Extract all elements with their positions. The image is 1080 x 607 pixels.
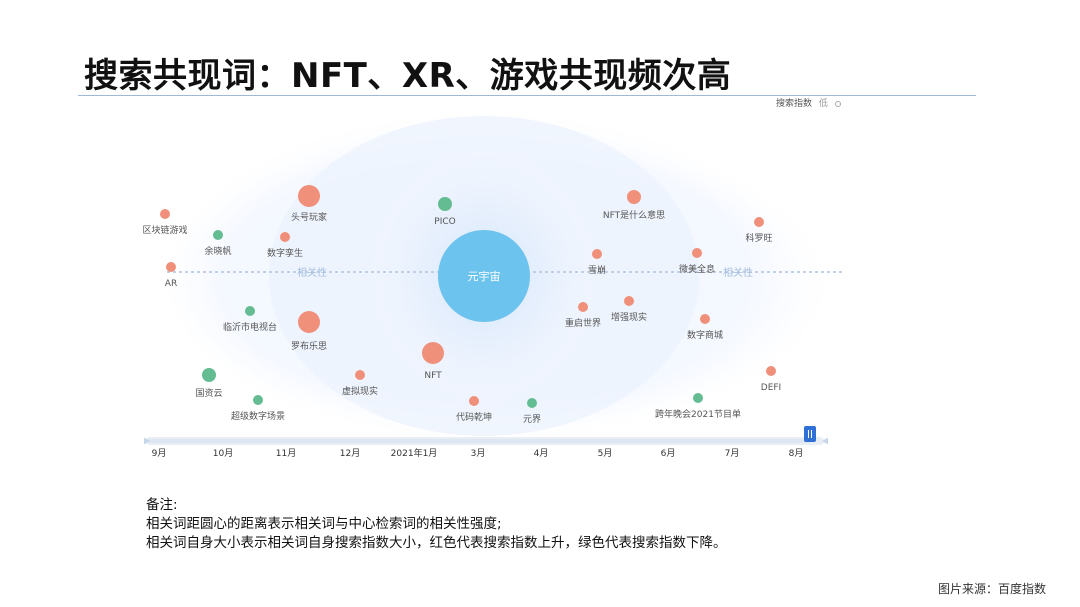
timeline-tick-5[interactable]: 3月 <box>471 448 486 459</box>
timeline-tick-6[interactable]: 4月 <box>534 448 549 459</box>
term-label-21: 跨年晚会2021节目单 <box>655 408 741 420</box>
term-bubble-3[interactable] <box>280 232 290 242</box>
timeline-tick-9[interactable]: 7月 <box>725 448 740 459</box>
term-label-1: 余晓帆 <box>204 245 231 257</box>
notes: 备注: 相关词距圆心的距离表示相关词与中心检索词的相关性强度; 相关词自身大小表… <box>146 496 727 553</box>
term-bubble-4[interactable] <box>166 262 176 272</box>
term-label-12: 代码乾坤 <box>456 411 492 423</box>
center-bubble[interactable] <box>438 230 530 322</box>
term-bubble-6[interactable] <box>298 311 320 333</box>
term-label-10: PICO <box>434 217 455 227</box>
term-bubble-1[interactable] <box>213 230 223 240</box>
term-bubble-8[interactable] <box>253 395 263 405</box>
term-label-20: 科罗旺 <box>745 232 772 244</box>
term-bubble-21[interactable] <box>693 393 703 403</box>
timeline-progress <box>146 439 810 443</box>
term-label-9: 虚拟现实 <box>342 385 378 397</box>
term-label-3: 数字孪生 <box>267 247 303 259</box>
timeline-tick-1[interactable]: 10月 <box>213 448 233 459</box>
term-bubble-7[interactable] <box>202 368 216 382</box>
timeline-left-arrow-icon[interactable] <box>144 437 150 445</box>
term-bubble-19[interactable] <box>700 314 710 324</box>
term-label-7: 国资云 <box>195 388 222 399</box>
term-label-5: 临沂市电视台 <box>223 321 277 333</box>
term-label-16: 重启世界 <box>565 317 601 329</box>
term-bubble-16[interactable] <box>578 302 588 312</box>
page-title: 搜索共现词：NFT、XR、游戏共现频次高 <box>84 56 732 96</box>
term-bubble-0[interactable] <box>160 209 170 219</box>
timeline-handle[interactable] <box>804 426 816 442</box>
timeline-tick-2[interactable]: 11月 <box>276 448 296 459</box>
timeline-tick-10[interactable]: 8月 <box>789 448 804 459</box>
legend-small-dot-icon <box>834 100 841 107</box>
term-bubble-2[interactable] <box>298 185 320 207</box>
term-label-4: AR <box>165 279 177 289</box>
legend-label: 搜索指数 <box>776 99 813 109</box>
relevance-axis-label-right: 相关性 <box>723 266 753 279</box>
term-bubble-20[interactable] <box>754 217 764 227</box>
notes-heading: 备注: <box>146 497 178 513</box>
term-label-0: 区块链游戏 <box>142 224 187 236</box>
term-label-17: 增强现实 <box>611 311 647 323</box>
term-bubble-12[interactable] <box>469 396 479 406</box>
term-bubble-17[interactable] <box>624 296 634 306</box>
timeline-right-arrow-icon[interactable] <box>822 437 828 445</box>
term-bubble-14[interactable] <box>627 190 641 204</box>
title-divider <box>78 95 976 96</box>
term-bubble-22[interactable] <box>766 366 776 376</box>
term-bubble-9[interactable] <box>355 370 365 380</box>
term-label-14: NFT是什么意思 <box>603 209 665 221</box>
term-bubble-13[interactable] <box>527 398 537 408</box>
timeline-tick-7[interactable]: 5月 <box>598 448 613 459</box>
timeline-tick-8[interactable]: 6月 <box>661 448 676 459</box>
timeline-tick-3[interactable]: 12月 <box>340 448 360 459</box>
term-label-11: NFT <box>424 371 442 381</box>
term-label-18: 微美全息 <box>679 263 715 275</box>
image-source: 图片来源：百度指数 <box>938 582 1047 596</box>
term-bubble-15[interactable] <box>592 249 602 259</box>
term-label-22: DEFI <box>761 383 781 393</box>
notes-line-2: 相关词自身大小表示相关词自身搜索指数大小，红色代表搜索指数上升，绿色代表搜索指数… <box>146 535 727 551</box>
term-bubble-18[interactable] <box>692 248 702 258</box>
term-label-6: 罗布乐思 <box>291 340 327 352</box>
term-label-2: 头号玩家 <box>291 211 327 223</box>
center-label: 元宇宙 <box>468 269 501 283</box>
term-label-15: 雪崩 <box>588 264 606 276</box>
timeline: 9月 10月 11月 12月 2021年1月 3月 4月 5月 6月 7月 8月 <box>144 426 828 459</box>
term-label-19: 数字商城 <box>687 329 723 341</box>
relevance-axis-label-left: 相关性 <box>297 266 327 279</box>
size-legend: 搜索指数 低 <box>776 96 841 109</box>
notes-line-1: 相关词距圆心的距离表示相关词与中心检索词的相关性强度; <box>146 516 502 532</box>
timeline-tick-4[interactable]: 2021年1月 <box>391 447 438 459</box>
timeline-tick-0[interactable]: 9月 <box>152 448 167 459</box>
term-label-13: 元界 <box>523 414 541 425</box>
legend-low-label: 低 <box>818 99 828 109</box>
term-bubble-5[interactable] <box>245 306 255 316</box>
term-bubble-11[interactable] <box>422 342 444 364</box>
term-bubble-10[interactable] <box>438 197 452 211</box>
term-label-8: 超级数字场景 <box>231 410 285 422</box>
